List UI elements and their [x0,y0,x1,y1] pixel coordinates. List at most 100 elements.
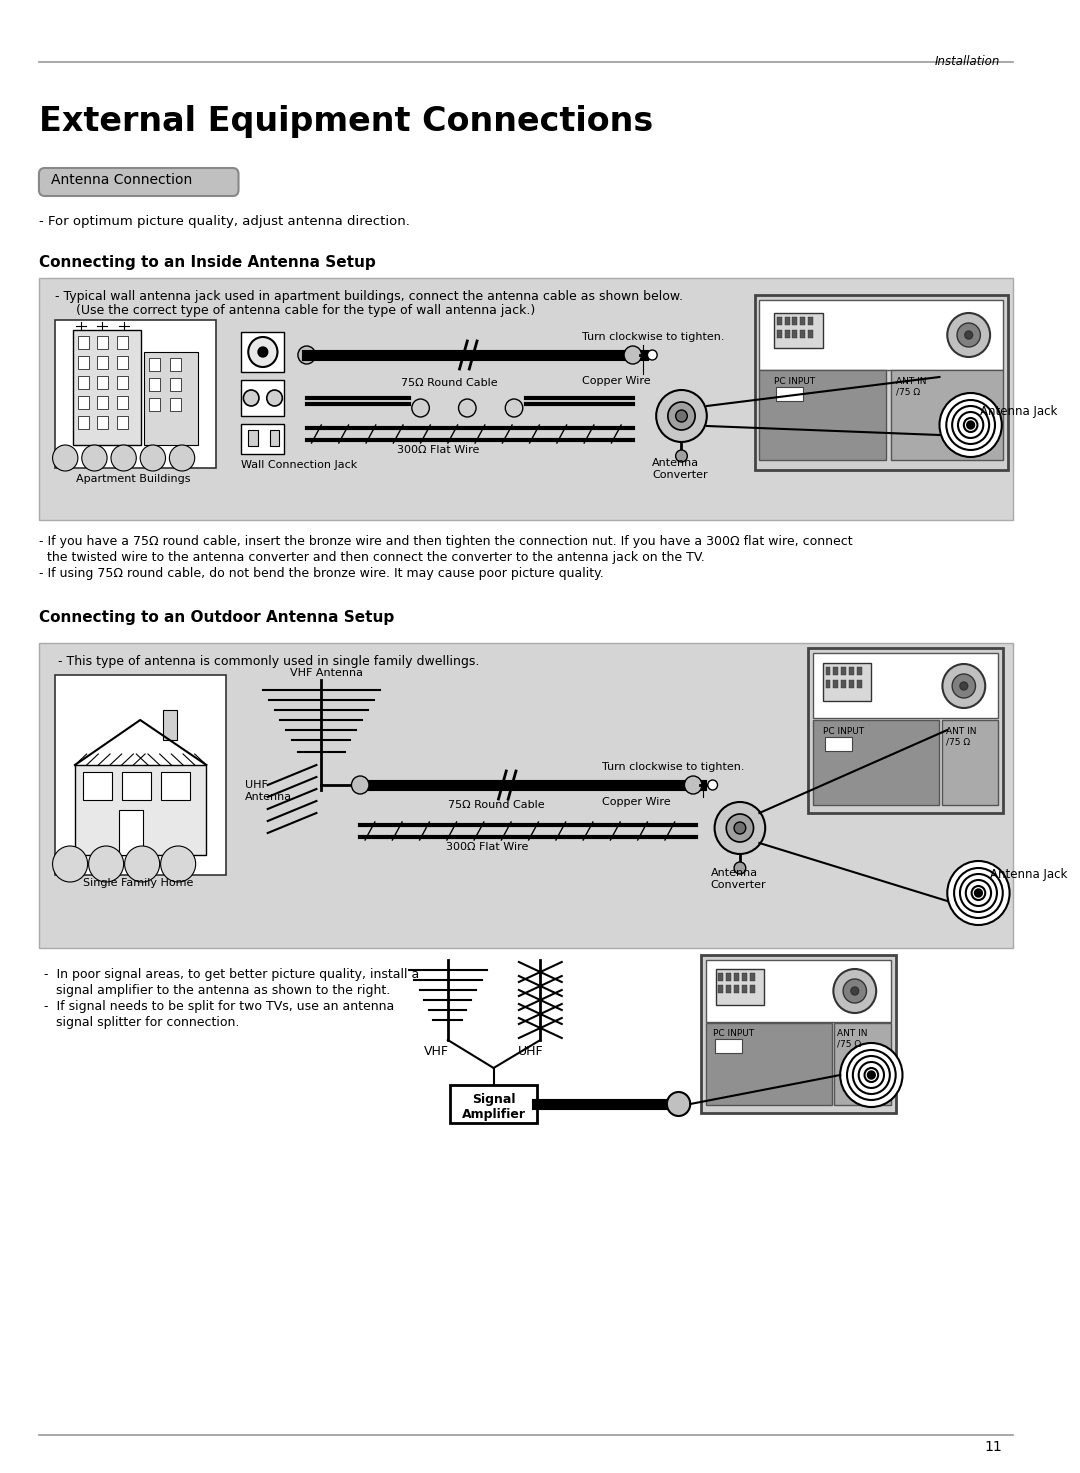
Bar [856,681,862,688]
Text: Copper Wire: Copper Wire [582,376,651,386]
Bar [841,681,846,688]
Circle shape [459,399,476,417]
Bar [117,415,127,429]
Circle shape [957,323,981,348]
Circle shape [851,987,859,994]
Text: 75Ω Round Cable: 75Ω Round Cable [402,379,498,387]
Circle shape [715,801,766,854]
Bar [808,330,813,337]
Bar [943,720,998,806]
Circle shape [351,776,369,794]
Text: -  In poor signal areas, to get better picture quality, install a: - In poor signal areas, to get better pi… [44,968,419,981]
Bar [119,810,144,854]
Circle shape [53,445,78,471]
Bar [808,648,1002,813]
Circle shape [676,409,687,421]
Bar [149,358,160,371]
Circle shape [964,331,973,339]
Circle shape [140,445,165,471]
Bar [742,985,746,993]
Text: Antenna Connection: Antenna Connection [51,172,192,187]
Circle shape [243,390,259,407]
Bar [97,396,108,409]
Bar [800,330,805,337]
Circle shape [967,421,974,429]
Bar [718,985,724,993]
Bar [171,358,181,371]
Circle shape [667,402,696,430]
Bar [242,380,284,415]
Text: Turn clockwise to tighten.: Turn clockwise to tighten. [582,331,725,342]
Circle shape [647,351,657,359]
Circle shape [248,337,278,367]
Circle shape [943,664,985,709]
Bar [55,320,216,468]
Text: Antenna Jack: Antenna Jack [981,405,1057,418]
Bar [449,1086,538,1122]
Bar [742,974,746,981]
Bar [774,312,823,348]
Circle shape [124,846,160,882]
Bar [825,681,831,688]
Circle shape [53,846,87,882]
Text: ANT IN
/75 Ω: ANT IN /75 Ω [946,728,976,747]
Circle shape [726,815,754,843]
Circle shape [161,846,195,882]
Bar [849,667,854,675]
Bar [750,974,755,981]
Bar [715,1038,742,1053]
Circle shape [505,399,523,417]
Circle shape [170,445,194,471]
Bar [759,370,886,460]
Bar [55,675,226,875]
Text: Connecting to an Outdoor Antenna Setup: Connecting to an Outdoor Antenna Setup [39,610,394,625]
Bar [726,974,731,981]
Bar [270,430,280,446]
Bar [841,667,846,675]
Text: Wall Connection Jack: Wall Connection Jack [242,460,357,470]
Bar [149,379,160,390]
Text: ANT IN
/75 Ω: ANT IN /75 Ω [895,377,927,396]
Bar [759,300,1002,370]
Bar [834,667,838,675]
Bar [813,653,998,717]
Bar [78,415,89,429]
Text: UHF
Antenna: UHF Antenna [245,781,293,801]
Circle shape [411,399,430,417]
Circle shape [960,682,968,689]
Text: - Typical wall antenna jack used in apartment buildings, connect the antenna cab: - Typical wall antenna jack used in apar… [55,290,684,303]
Bar [775,387,804,401]
Text: Turn clockwise to tighten.: Turn clockwise to tighten. [602,762,744,772]
Circle shape [298,346,315,364]
Bar [701,955,895,1114]
Circle shape [111,445,136,471]
Bar [808,317,813,326]
Bar [891,370,1002,460]
Circle shape [734,822,746,834]
Bar [706,1024,833,1105]
Bar [161,772,190,800]
Text: Antenna Jack: Antenna Jack [990,868,1067,881]
Text: VHF: VHF [423,1044,448,1058]
Bar [78,356,89,370]
Text: Connecting to an Inside Antenna Setup: Connecting to an Inside Antenna Setup [39,255,376,270]
Circle shape [82,445,107,471]
Bar [823,663,872,701]
Bar [171,398,181,411]
Bar [97,415,108,429]
Bar [825,667,831,675]
Bar [793,317,797,326]
Bar [117,376,127,389]
Circle shape [840,1043,903,1108]
Bar [793,330,797,337]
Bar [248,430,258,446]
Circle shape [676,449,687,463]
Bar [39,644,1013,949]
Bar [777,330,782,337]
Text: PC INPUT: PC INPUT [774,377,815,386]
Text: PC INPUT: PC INPUT [823,728,864,736]
Bar [706,960,891,1022]
Text: Installation: Installation [934,55,1000,68]
Bar [718,974,724,981]
Text: Signal
Amplifier: Signal Amplifier [461,1093,526,1121]
